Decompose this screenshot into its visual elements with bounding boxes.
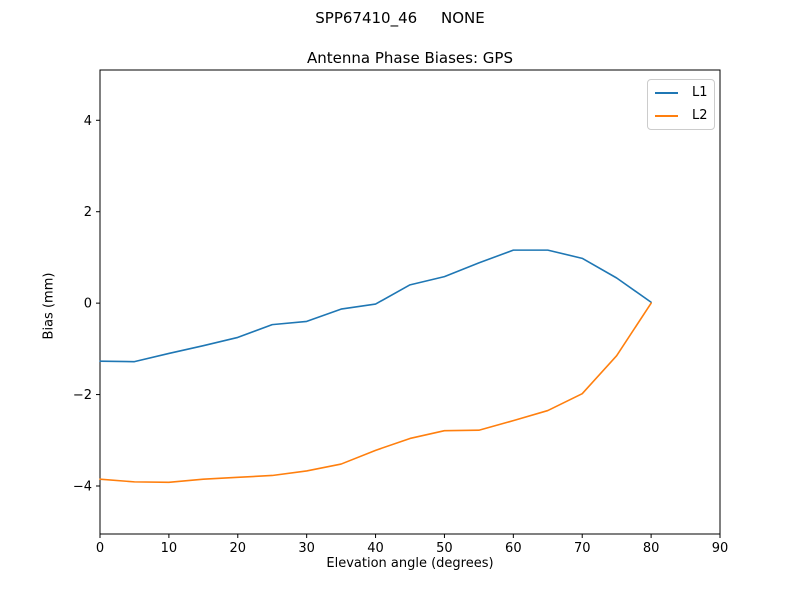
y-tick-label: −4 xyxy=(73,480,92,495)
y-tick-label: 4 xyxy=(84,114,92,129)
x-tick-label: 30 xyxy=(298,541,315,556)
x-tick-label: 0 xyxy=(96,541,104,556)
legend-label-l2: L2 xyxy=(692,108,708,123)
legend-line-swatch-l1 xyxy=(655,92,678,94)
x-tick-label: 70 xyxy=(574,541,591,556)
legend-box: L1 L2 xyxy=(647,79,715,130)
x-tick-label: 10 xyxy=(161,541,178,556)
y-tick-label: −2 xyxy=(73,388,92,403)
y-tick-label: 2 xyxy=(84,205,92,220)
legend-label-l1: L1 xyxy=(692,85,708,100)
x-tick-label: 50 xyxy=(436,541,453,556)
x-tick-label: 90 xyxy=(712,541,729,556)
figure-suptitle: SPP67410_46 NONE xyxy=(315,9,485,27)
x-tick-label: 20 xyxy=(230,541,247,556)
legend-item-l2: L2 xyxy=(655,108,708,124)
legend-line-swatch-l2 xyxy=(655,115,678,117)
series-line-l2 xyxy=(99,302,652,484)
y-axis-label: Bias (mm) xyxy=(41,272,57,340)
axes-title: Antenna Phase Biases: GPS xyxy=(307,49,513,67)
x-tick-label: 40 xyxy=(367,541,384,556)
x-axis-label: Elevation angle (degrees) xyxy=(326,556,494,571)
axes-frame xyxy=(99,69,721,535)
x-tick-label: 60 xyxy=(505,541,522,556)
series-line-l1 xyxy=(99,249,652,363)
x-tick-label: 80 xyxy=(643,541,660,556)
legend-item-l1: L1 xyxy=(655,85,708,101)
y-tick-label: 0 xyxy=(84,297,92,312)
